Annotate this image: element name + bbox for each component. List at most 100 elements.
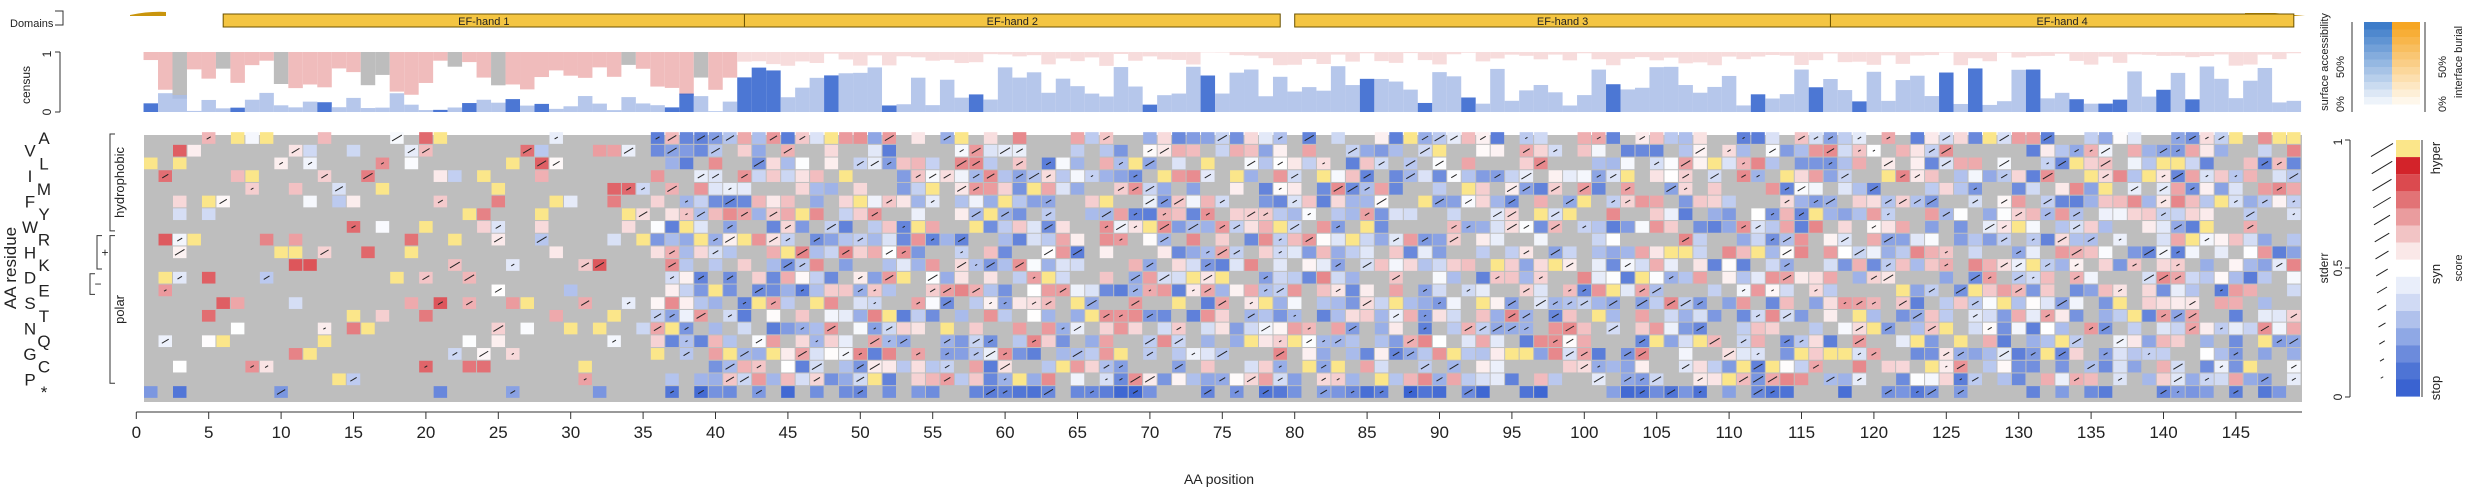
heatmap-cell (2142, 170, 2156, 182)
accessibility-legend: surface accessibility 50% 0% 50% 0% inte… (2319, 13, 2465, 113)
stderr-mark (1709, 337, 1720, 345)
heatmap-cell (1635, 309, 1649, 322)
stderr-legend-mark (2378, 340, 2386, 345)
census-burial-bar (679, 52, 694, 95)
heatmap-cell (1838, 259, 1852, 271)
heatmap-cell (1577, 132, 1592, 144)
stderr-mark (1567, 301, 1573, 305)
heatmap-cell (824, 348, 839, 360)
heatmap-cell (708, 259, 723, 271)
heatmap-cell (810, 386, 824, 398)
heatmap-cell (2287, 157, 2301, 170)
heatmap-cell (2142, 335, 2156, 348)
heatmap-cell (897, 170, 911, 182)
heatmap-cell (723, 208, 737, 221)
accessibility-swatch (2364, 59, 2392, 68)
heatmap-cell (737, 233, 752, 246)
heatmap-cell (2185, 157, 2200, 170)
x-axis: 0 5 10 15 20 25 30 35 40 45 50 55 60 65 70 75 80 85 90 95 10… (132, 411, 2302, 487)
heatmap-cell (897, 322, 911, 335)
heatmap-cell (2098, 259, 2113, 271)
domain-bar-4 (1829, 13, 2295, 28)
stderr-legend: 1 0.5 0 stderr (2317, 138, 2394, 400)
heatmap-cell (1287, 335, 1302, 348)
heatmap-cell (1997, 322, 2011, 335)
heatmap-cell (1259, 309, 1273, 322)
stderr-mark (2015, 211, 2023, 217)
stderr-mark (2276, 186, 2283, 191)
heatmap-cell (1447, 259, 1461, 271)
stderr-mark (1159, 223, 1170, 231)
census-burial-bar (708, 52, 723, 90)
stderr-mark (1871, 225, 1877, 229)
heatmap-cell (1606, 208, 1620, 221)
heatmap-cell (1968, 233, 1982, 246)
heatmap-cell (1925, 233, 1939, 246)
stderr-mark (943, 376, 951, 382)
heatmap-cell (2200, 386, 2214, 398)
heatmap-cell (1765, 157, 1780, 170)
census-burial-bar (1750, 52, 1766, 57)
heatmap-cell (1432, 386, 1447, 398)
stderr-mark (2247, 224, 2254, 230)
stderr-mark (887, 161, 892, 166)
heatmap-cell (1316, 221, 1331, 233)
heatmap-cell (1273, 322, 1287, 335)
stderr-mark (1233, 250, 1241, 255)
census-accessibility-bar (679, 93, 694, 112)
heatmap-cell (2272, 386, 2287, 398)
heatmap-cell (491, 182, 506, 195)
heatmap-cell (868, 271, 882, 284)
heatmap-cell (1403, 309, 1418, 322)
x-tick-label: 40 (706, 423, 725, 442)
census-burial-bar (1707, 52, 1722, 66)
heatmap-cell (1809, 322, 1823, 335)
stderr-mark (2045, 314, 2051, 318)
stderr-mark (2089, 149, 2093, 152)
census-burial-bar (795, 52, 810, 62)
heatmap-cell (361, 322, 375, 335)
census-accessibility-bar (172, 94, 187, 112)
census-accessibility-bar (838, 73, 854, 112)
stderr-mark (739, 376, 750, 383)
census-burial-bar (751, 52, 767, 62)
heatmap-cell (1707, 195, 1722, 208)
heatmap-cell (2272, 309, 2287, 322)
stderr-mark (2057, 299, 2068, 307)
census-accessibility-bar (2185, 99, 2200, 112)
stderr-mark (1723, 350, 1735, 358)
heatmap-cell (1707, 182, 1722, 195)
heatmap-cell (954, 271, 969, 284)
heatmap-cell (1707, 259, 1722, 271)
stderr-mark (1362, 300, 1372, 307)
heatmap-cell (1693, 195, 1707, 208)
heatmap-cell (1490, 233, 1505, 246)
census-burial-bar (520, 52, 535, 90)
stderr-mark (1536, 160, 1546, 167)
heatmap-cell (2185, 208, 2200, 221)
burial-swatch (2392, 67, 2420, 75)
stderr-mark (873, 327, 877, 330)
heatmap-cell (1722, 246, 1736, 259)
heatmap-cell (1244, 284, 1258, 297)
heatmap-cell (1418, 259, 1432, 271)
stderr-mark (1293, 314, 1297, 317)
stderr-mark (1857, 377, 1862, 381)
census-accessibility-bar (346, 97, 361, 112)
heatmap-cell (303, 195, 317, 208)
heatmap-cell (679, 284, 694, 297)
heatmap-cell (1316, 195, 1331, 208)
heatmap-cell (1794, 348, 1809, 360)
heatmap-cell (2229, 182, 2243, 195)
heatmap-cell (2055, 221, 2069, 233)
stderr-mark (1523, 288, 1530, 293)
heatmap-cell (868, 195, 882, 208)
heatmap-cell (535, 170, 549, 182)
heatmap-cell (665, 221, 679, 233)
heatmap-cell (708, 360, 723, 373)
heatmap-cell (1215, 259, 1230, 271)
heatmap-cell (897, 195, 911, 208)
stderr-mark (1278, 365, 1282, 368)
heatmap-cell (969, 386, 983, 398)
heatmap-cell (1056, 170, 1070, 182)
